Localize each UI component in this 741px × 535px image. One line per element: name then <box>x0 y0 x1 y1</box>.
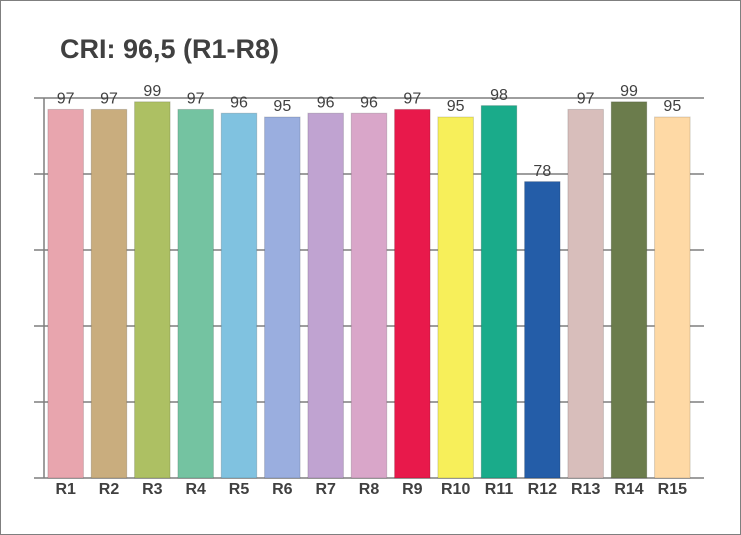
value-label: 78 <box>533 163 551 180</box>
x-tick-label: R14 <box>614 481 643 498</box>
bar <box>90 108 128 479</box>
bar <box>47 108 84 479</box>
bar <box>264 116 301 479</box>
value-label: 97 <box>100 91 118 108</box>
value-label: 95 <box>447 98 465 115</box>
x-tick-label: R9 <box>402 481 423 498</box>
x-tick-label: R1 <box>55 481 76 498</box>
x-tick-label: R6 <box>272 481 293 498</box>
value-label: 95 <box>663 98 681 115</box>
bar <box>610 101 648 479</box>
value-label: 97 <box>57 91 75 108</box>
value-label: 96 <box>230 94 248 111</box>
value-label: 96 <box>360 94 378 111</box>
bar <box>567 108 604 479</box>
value-label: 98 <box>490 87 508 104</box>
bar <box>350 112 388 479</box>
x-tick-label: R4 <box>185 481 206 498</box>
bar <box>437 116 474 479</box>
bar <box>524 181 561 479</box>
chart-title: CRI: 96,5 (R1-R8) <box>60 34 279 64</box>
x-tick-label: R8 <box>359 481 380 498</box>
value-label: 96 <box>317 94 335 111</box>
x-tick-label: R12 <box>528 481 557 498</box>
x-tick-label: R2 <box>99 481 120 498</box>
bar <box>307 112 344 479</box>
value-label: 99 <box>143 83 161 100</box>
x-tick-label: R11 <box>485 481 514 498</box>
value-label: 99 <box>620 83 638 100</box>
bar <box>654 116 691 479</box>
value-label: 95 <box>273 98 291 115</box>
x-tick-label: R5 <box>229 481 250 498</box>
x-tick-label: R3 <box>142 481 163 498</box>
bar <box>177 108 214 479</box>
bar <box>394 108 431 479</box>
x-tick-label: R7 <box>315 481 336 498</box>
value-label: 97 <box>577 91 595 108</box>
bar <box>134 101 171 479</box>
bar <box>220 112 258 479</box>
x-tick-label: R10 <box>441 481 470 498</box>
bar <box>480 105 518 479</box>
value-label: 97 <box>403 91 421 108</box>
value-label: 97 <box>187 91 205 108</box>
x-tick-label: R13 <box>571 481 600 498</box>
x-tick-label: R15 <box>658 481 687 498</box>
